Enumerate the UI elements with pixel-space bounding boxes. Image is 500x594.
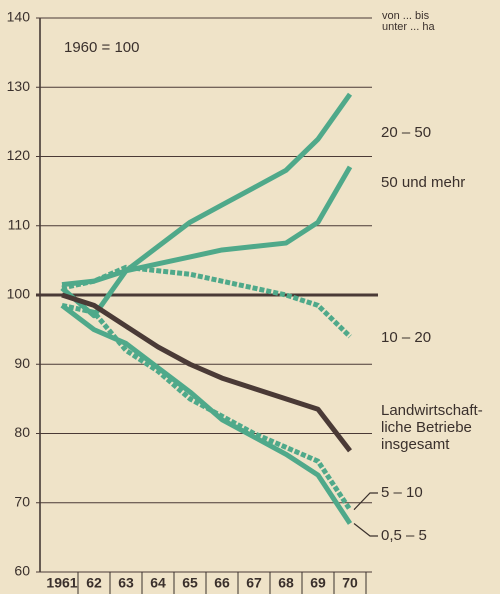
x-tick-label: 63 bbox=[118, 575, 134, 591]
series-label: Landwirtschaft-liche Betriebe insgesamt bbox=[381, 402, 483, 453]
series-label: 20 – 50 bbox=[381, 124, 431, 141]
y-tick-label: 90 bbox=[14, 355, 30, 371]
series-line bbox=[61, 302, 353, 512]
x-tick-label: 68 bbox=[278, 575, 294, 591]
y-tick-label: 120 bbox=[7, 147, 31, 163]
annotation: 1960 = 100 bbox=[64, 39, 140, 56]
y-tick-label: 80 bbox=[14, 424, 30, 440]
x-tick-label: 1961 bbox=[46, 575, 77, 591]
y-tick-label: 100 bbox=[7, 286, 31, 302]
series-label: 10 – 20 bbox=[381, 329, 431, 346]
x-tick-label: 66 bbox=[214, 575, 230, 591]
series-line bbox=[61, 264, 352, 339]
x-tick-label: 69 bbox=[310, 575, 326, 591]
y-tick-label: 110 bbox=[8, 216, 31, 232]
series-line bbox=[61, 292, 352, 453]
legend-title: von ... bis unter ... ha bbox=[382, 10, 435, 33]
series-label: 50 und mehr bbox=[381, 174, 465, 191]
series-label: 5 – 10 bbox=[381, 484, 423, 501]
leader-line bbox=[353, 523, 378, 537]
x-tick-label: 65 bbox=[182, 575, 198, 591]
y-tick-label: 130 bbox=[7, 78, 31, 94]
x-tick-label: 64 bbox=[150, 575, 166, 591]
x-tick-label: 67 bbox=[246, 575, 262, 591]
y-tick-label: 60 bbox=[14, 563, 30, 579]
x-tick-label: 62 bbox=[86, 575, 102, 591]
series-label: 0,5 – 5 bbox=[381, 527, 427, 544]
x-tick-label: 70 bbox=[342, 575, 358, 591]
series-line bbox=[60, 303, 353, 525]
series-line bbox=[60, 92, 353, 319]
leader-line bbox=[353, 492, 378, 511]
y-tick-label: 140 bbox=[7, 9, 31, 25]
y-tick-label: 70 bbox=[14, 493, 30, 509]
